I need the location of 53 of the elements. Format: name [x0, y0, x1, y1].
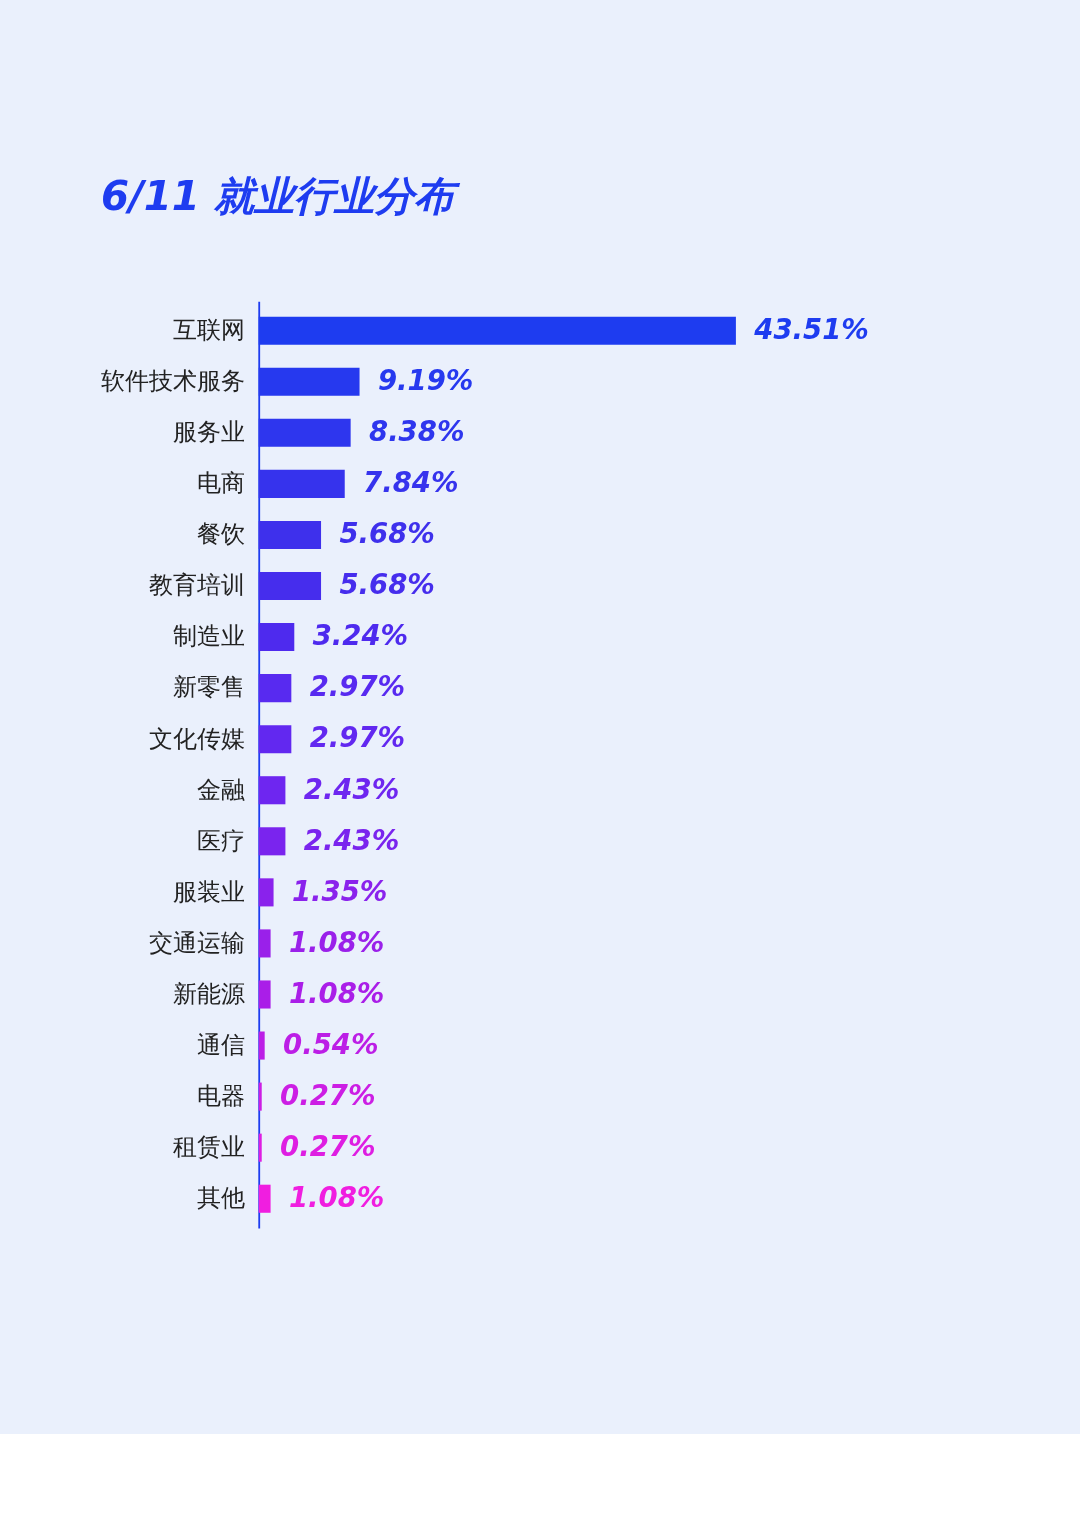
y-tick-label: 文化传媒: [148, 724, 245, 753]
data-label: 5.68%: [339, 517, 435, 550]
data-label: 1.08%: [288, 1180, 385, 1213]
data-label: 5.68%: [339, 568, 435, 601]
y-tick-label: 教育培训: [148, 571, 245, 600]
bar: [258, 1184, 271, 1213]
y-tick-label: 其他: [196, 1184, 245, 1213]
data-label: 1.08%: [288, 976, 385, 1009]
bar: [258, 674, 292, 703]
bar: [258, 1031, 265, 1060]
y-tick-label: 电商: [196, 469, 245, 498]
y-tick-label: 软件技术服务: [100, 367, 245, 396]
y-tick-label: 制造业: [172, 622, 245, 651]
y-tick-label: 服务业: [172, 418, 245, 447]
data-label: 43.51%: [753, 312, 869, 345]
y-tick-label: 餐饮: [196, 520, 245, 549]
bar: [258, 1082, 262, 1111]
data-label: 1.35%: [291, 874, 388, 907]
bar: [258, 725, 292, 754]
data-label: 0.54%: [283, 1027, 379, 1060]
bar: [258, 520, 322, 549]
y-tick-label: 新能源: [172, 979, 245, 1008]
bar: [258, 571, 322, 601]
data-label: 0.27%: [280, 1078, 376, 1111]
data-label: 7.84%: [363, 466, 459, 499]
data-label: 8.38%: [369, 415, 465, 448]
bar: [258, 929, 271, 958]
data-label: 0.27%: [280, 1129, 376, 1162]
bar: [258, 418, 351, 447]
y-tick-label: 互联网: [172, 316, 245, 345]
bar: [258, 776, 286, 805]
chart-title: 6/11 就业行业分布: [100, 173, 461, 221]
bar: [258, 980, 271, 1009]
bar: [258, 1133, 262, 1162]
y-tick-label: 电器: [196, 1081, 245, 1110]
data-label: 2.97%: [309, 670, 406, 703]
bar: [258, 623, 295, 652]
data-label: 2.43%: [303, 823, 400, 856]
bar: [258, 827, 286, 856]
data-label: 2.97%: [309, 721, 406, 754]
y-tick-label: 服装业: [172, 877, 245, 906]
data-label: 2.43%: [303, 772, 400, 805]
y-tick-label: 租赁业: [172, 1133, 245, 1162]
bar: [258, 469, 345, 498]
y-tick-label: 交通运输: [148, 928, 245, 957]
y-tick-label: 医疗: [196, 826, 245, 855]
y-tick-label: 通信: [196, 1030, 245, 1059]
y-tick-label: 金融: [196, 775, 245, 804]
data-label: 9.19%: [377, 364, 474, 397]
y-tick-label: 新零售: [172, 673, 245, 702]
data-label: 3.24%: [312, 619, 409, 652]
data-label: 1.08%: [288, 925, 385, 958]
bar: [258, 878, 274, 907]
